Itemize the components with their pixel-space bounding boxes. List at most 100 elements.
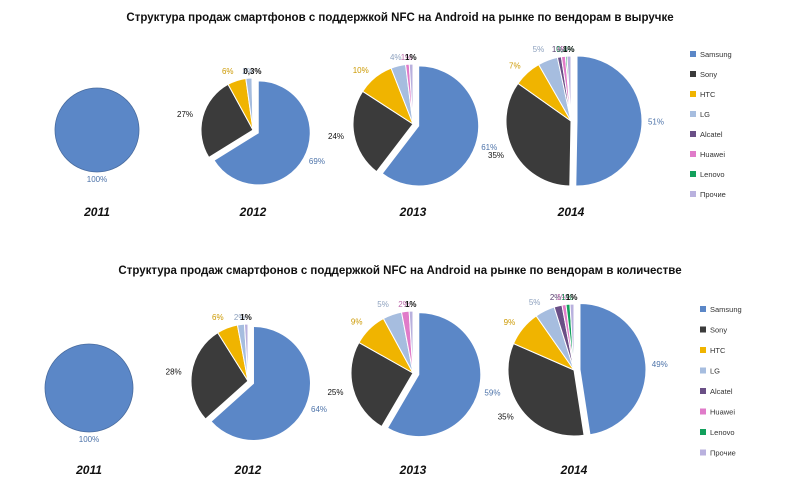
legend-label-others: Прочие <box>700 190 726 199</box>
legend-swatch-htc <box>700 347 706 353</box>
legend-label-sony: Sony <box>710 326 727 335</box>
year-label-2014: 2014 <box>557 205 585 219</box>
legend-swatch-lenovo <box>700 429 706 435</box>
pie-2014: 51% 35% 7% 5% 1%1%0,4%1% 2014 <box>488 45 664 219</box>
label-2014-lg: 5% <box>529 298 541 307</box>
label-2012-lg: 2% <box>242 67 254 76</box>
slice-2012-others <box>243 323 249 382</box>
slice-2013-sony <box>352 90 414 173</box>
label-2012-samsung: 69% <box>309 157 325 166</box>
legend: Samsung Sony HTC LG Alcatel Huawei Lenovo Прочи… <box>690 50 732 199</box>
label-2014-samsung: 49% <box>652 360 668 369</box>
label-2014-lenovo: 0,4% <box>556 45 574 54</box>
label-2013-huawei: 2% <box>398 300 410 309</box>
label-2014-huawei: 1% <box>557 293 569 302</box>
slice-2012-sony <box>200 83 254 159</box>
units-chart-title: Структура продаж смартфонов с поддержкой… <box>118 265 682 277</box>
label-2014-htc: 9% <box>504 318 516 327</box>
label-2013-sony: 25% <box>327 388 343 397</box>
year-label-2012: 2012 <box>234 463 262 477</box>
slice-2013-sony <box>350 341 414 428</box>
slice-2012-others <box>251 77 254 131</box>
legend-swatch-others <box>700 449 706 456</box>
legend-label-lg: LG <box>700 110 710 119</box>
legend-swatch-htc <box>690 91 696 97</box>
legend-label-samsung: Samsung <box>700 50 732 59</box>
label-2013-others: 1% <box>405 53 417 62</box>
legend-label-others: Прочие <box>710 449 736 458</box>
year-label-2011: 2011 <box>75 463 102 477</box>
label-2014-alcatel: 1% <box>552 45 564 54</box>
legend-label-samsung: Samsung <box>710 305 742 314</box>
legend-swatch-lenovo <box>690 171 696 177</box>
pie-2011: 100% 2011 <box>44 343 134 477</box>
label-2012-htc: 6% <box>222 67 234 76</box>
slice-2014-others <box>566 55 572 122</box>
legend-label-htc: HTC <box>710 346 726 355</box>
legend-swatch-others <box>690 191 696 197</box>
legend-swatch-huawei <box>700 408 706 415</box>
label-2013-samsung: 59% <box>484 388 500 397</box>
label-2012-sony: 28% <box>166 368 182 377</box>
slice-2011-samsung <box>54 87 140 173</box>
label-2014-samsung: 51% <box>648 118 664 127</box>
slice-2014-samsung <box>579 303 647 436</box>
label-2013-htc: 9% <box>351 318 363 327</box>
pie-2014: 49%35%9%5%2%1%1%1%2014 <box>498 293 668 477</box>
slice-2011-samsung <box>44 343 134 433</box>
slice-2012-samsung <box>213 80 311 186</box>
label-2012-samsung: 64% <box>311 405 327 414</box>
year-label-2011: 2011 <box>83 205 110 219</box>
label-2012-htc: 6% <box>212 313 224 322</box>
legend-label-alcatel: Alcatel <box>700 130 723 139</box>
revenue-chart-title: Структура продаж смартфонов с поддержкой… <box>126 12 674 24</box>
legend-swatch-samsung <box>690 51 696 57</box>
label-2013-sony: 24% <box>328 132 344 141</box>
year-label-2013: 2013 <box>399 205 427 219</box>
slice-2013-samsung <box>386 312 482 438</box>
pie-2012: 69% 27% 6% 2%0,3% 2012 <box>177 67 325 219</box>
label-2013-huawei: 1% <box>401 53 413 62</box>
pie-2012: 64% 28% 6% 2%1% 2012 <box>166 313 327 477</box>
label-2014-alcatel: 2% <box>550 293 562 302</box>
label-2011-samsung: 100% <box>87 175 107 184</box>
legend-swatch-samsung <box>700 306 706 312</box>
legend-swatch-alcatel <box>700 388 706 394</box>
year-label-2012: 2012 <box>239 205 267 219</box>
slice-2014-sony <box>507 342 585 437</box>
slice-2014-others <box>569 303 575 371</box>
slice-2013-samsung <box>381 65 480 187</box>
legend-label-huawei: Huawei <box>700 150 725 159</box>
label-2013-htc: 10% <box>353 66 369 75</box>
label-2012-others: 1% <box>240 313 252 322</box>
pie-2013: 61% 24% 10% 4% 1%1% 2013 <box>328 53 497 219</box>
legend-swatch-sony <box>700 326 706 333</box>
legend: Samsung Sony HTC LG Alcatel Huawei Lenovo Прочи… <box>700 305 742 458</box>
label-2014-lenovo: 1% <box>561 293 573 302</box>
legend-label-lenovo: Lenovo <box>700 170 725 179</box>
legend-swatch-lg <box>700 367 706 374</box>
legend-swatch-huawei <box>690 151 696 157</box>
legend-label-sony: Sony <box>700 70 717 79</box>
label-2014-others: 1% <box>566 293 578 302</box>
legend-swatch-sony <box>690 71 696 77</box>
legend-label-lenovo: Lenovo <box>710 428 735 437</box>
label-2014-htc: 7% <box>509 61 521 70</box>
legend-label-huawei: Huawei <box>710 408 735 417</box>
label-2012-others: 0,3% <box>243 67 261 76</box>
slice-2014-samsung <box>575 55 643 187</box>
slice-2013-others <box>408 63 414 125</box>
label-2013-others: 1% <box>405 300 417 309</box>
slice-2012-samsung <box>210 325 311 441</box>
legend-swatch-lg <box>690 111 696 117</box>
label-2013-lg: 5% <box>377 300 389 309</box>
label-2014-huawei: 1% <box>556 45 568 54</box>
pie-2013: 59% 25% 9% 5% 2%1% 2013 <box>327 300 500 477</box>
pie-2011: 100% 2011 <box>54 87 140 219</box>
slice-2014-sony <box>505 82 572 187</box>
legend-swatch-alcatel <box>690 131 696 137</box>
slice-2012-sony <box>190 332 249 420</box>
label-2014-lg: 5% <box>533 45 545 54</box>
